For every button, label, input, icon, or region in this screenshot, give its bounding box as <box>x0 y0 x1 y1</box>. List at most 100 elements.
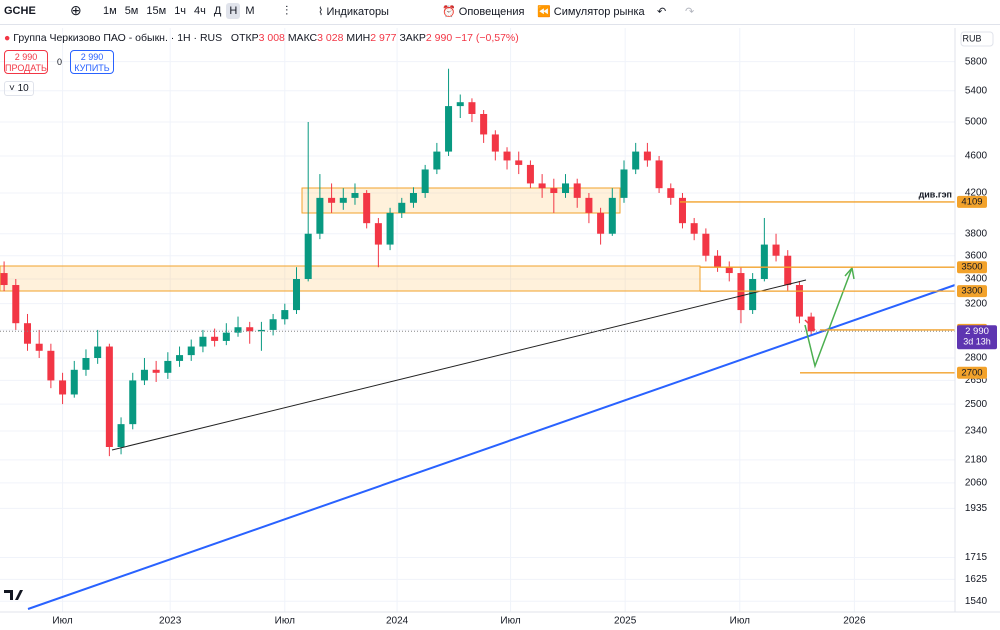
interval[interactable]: 1ч <box>174 5 187 17</box>
candle-body <box>538 183 546 189</box>
candle-body <box>772 244 780 256</box>
chart-type[interactable]: ⫶ <box>285 3 289 18</box>
candle-body <box>47 350 55 381</box>
interval[interactable]: М <box>245 5 255 17</box>
candle-body <box>632 151 640 170</box>
sell-button[interactable]: 2 990 ПРОДАТЬ <box>4 50 48 74</box>
candle-body <box>456 102 464 107</box>
interval[interactable]: Н <box>226 3 241 19</box>
level-label: 2700 <box>961 367 982 378</box>
change: −17 (−0,57%) <box>455 32 519 44</box>
interval[interactable]: 4ч <box>194 5 206 17</box>
candle-body <box>795 285 803 317</box>
interval[interactable]: 15м <box>146 5 167 17</box>
redo[interactable]: ↷ <box>685 6 695 18</box>
alerts[interactable]: ⏰ Оповещения <box>442 6 525 18</box>
levels: див.гэп <box>0 189 955 374</box>
logo <box>4 590 23 600</box>
candle-body <box>491 134 499 152</box>
toolbar: GCHE ⊕ 1м 5м 15м 1ч 4ч Д Н М ⫶ ⌇ Индикаторы ⏰ О… <box>0 0 1000 25</box>
candle-body <box>70 369 78 395</box>
candle-body <box>257 329 265 332</box>
zone[interactable] <box>301 187 621 214</box>
candle-body <box>643 151 651 161</box>
replay[interactable]: ⏪ Симулятор рынка <box>537 6 645 18</box>
candle-body <box>246 327 254 332</box>
candle-body <box>678 197 686 224</box>
candle-body <box>608 197 616 234</box>
level-label: 3500 <box>961 262 982 273</box>
x-tick-label: 2023 <box>159 616 182 627</box>
add-symbol[interactable]: ⊕ <box>70 2 82 18</box>
buy-price: 2 990 <box>80 52 104 62</box>
buy-button[interactable]: 2 990 КУПИТЬ <box>70 50 114 74</box>
x-tick-label: Июл <box>52 616 72 627</box>
candle-body <box>281 310 289 320</box>
trend-line[interactable] <box>111 279 807 451</box>
y-tick-label: 2500 <box>965 399 988 410</box>
ohlc-value: 2 990 <box>425 32 453 44</box>
sell-price: 2 990 <box>14 52 38 62</box>
candle-body <box>620 169 628 198</box>
grid <box>0 28 955 612</box>
spread: 0 <box>57 57 63 67</box>
price-axis <box>955 28 1000 612</box>
candle-body <box>82 358 90 370</box>
y-tick-label: 5400 <box>965 85 988 96</box>
symbol[interactable]: GCHE <box>4 5 36 17</box>
candle-body <box>807 316 815 332</box>
interval[interactable]: 1м <box>103 5 117 17</box>
trend-line[interactable] <box>27 284 956 610</box>
candle-body <box>234 327 242 333</box>
candle-body <box>374 223 382 245</box>
y-tick-label: 4200 <box>965 188 988 199</box>
intervals: 1м 5м 15м 1ч 4ч Д Н М <box>100 3 257 19</box>
arrow <box>804 319 816 331</box>
candle-body <box>222 332 230 341</box>
x-tick-label: 2025 <box>614 616 637 627</box>
legend: ● Группа Черкизово ПАО - обыкн. · 1Н · R… <box>4 32 519 44</box>
candle-body <box>292 278 301 311</box>
candle-body <box>398 202 406 213</box>
ohlc-value: 3 028 <box>317 32 344 44</box>
y-tick-label: 3600 <box>965 250 988 261</box>
ohlc-value: 3 008 <box>258 32 285 44</box>
ohlc-label: ЗАКР <box>399 32 426 44</box>
x-tick-label: 2026 <box>843 616 866 627</box>
candle-body <box>117 424 125 447</box>
countdown: 3d 13h <box>963 337 991 347</box>
candle-body <box>409 193 417 203</box>
x-tick-label: Июл <box>500 616 520 627</box>
forecast-arrow[interactable] <box>804 267 853 369</box>
currency-button[interactable] <box>960 31 994 47</box>
candle-body <box>199 336 207 347</box>
interval[interactable]: 5м <box>124 5 139 17</box>
volume-value: 10 <box>17 83 29 94</box>
undo[interactable]: ↶ <box>657 6 667 18</box>
y-tick-label: 3200 <box>965 298 988 309</box>
interval[interactable]: Д <box>213 5 222 17</box>
x-tick-label: Июл <box>275 616 295 627</box>
indicators[interactable]: ⌇ Индикаторы <box>318 6 389 18</box>
zone[interactable] <box>0 265 701 292</box>
last-price-tag <box>957 325 997 350</box>
y-tick-label: 1935 <box>965 503 988 514</box>
candle-body <box>655 160 663 189</box>
y-tick-label: 3400 <box>965 274 988 285</box>
candle-body <box>597 212 605 234</box>
candle-body <box>0 273 8 286</box>
candle-body <box>152 369 160 373</box>
volume-indicator[interactable]: ˅ 10 <box>4 81 34 96</box>
level-label: 3300 <box>961 286 982 297</box>
last-price-label: 2 990 <box>965 326 989 337</box>
currency: RUB <box>962 33 981 43</box>
candle-body <box>503 151 511 161</box>
ohlc-label: ОТКР <box>230 32 259 44</box>
x-tick-label: 2024 <box>386 616 409 627</box>
level-tag <box>957 285 987 298</box>
candle-body <box>59 380 67 395</box>
y-tick-label: 3800 <box>965 228 988 239</box>
candle-body <box>176 355 184 361</box>
